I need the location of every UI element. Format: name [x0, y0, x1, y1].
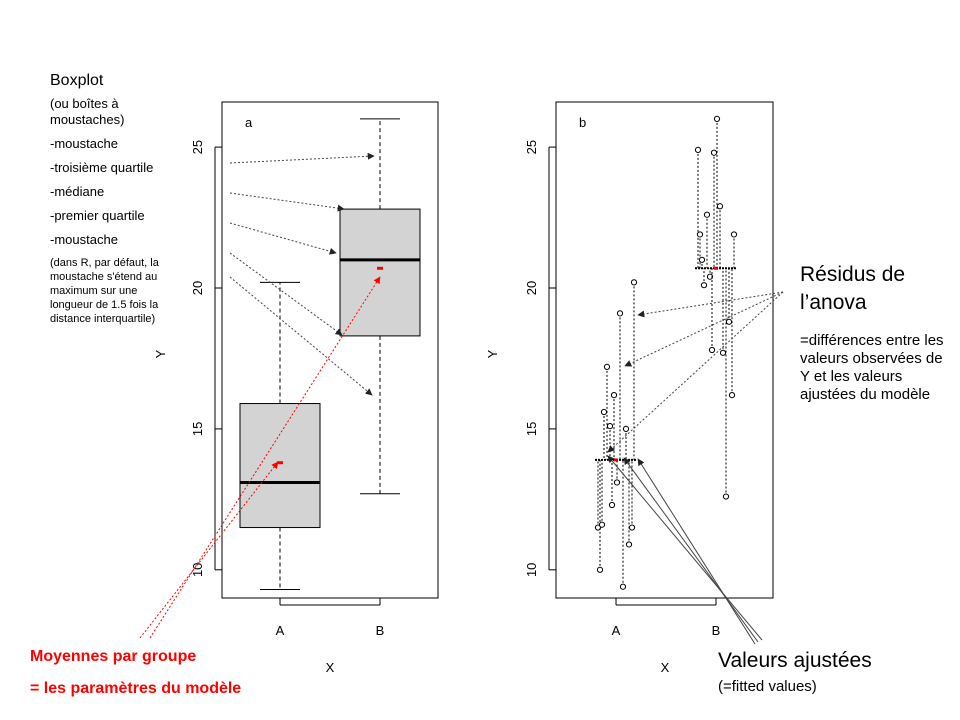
residuals-title-2: l’anova: [800, 291, 867, 314]
y-axis-label: Y: [153, 349, 168, 358]
y-axis-label: Y: [485, 349, 500, 358]
data-point: [708, 346, 716, 354]
data-point: [706, 273, 714, 280]
data-point: [700, 282, 708, 289]
annotation-arrow: [229, 152, 375, 164]
data-point: [600, 408, 608, 416]
data-point: [619, 583, 627, 590]
data-point: [610, 391, 618, 399]
data-point: [713, 115, 721, 123]
note-r-default: (dans R, par défaut, la moustache s'éten…: [50, 257, 159, 325]
residuals-title-1: Résidus de: [800, 263, 906, 286]
scatter-panel: b 10 15 20 25 Y A B X: [485, 101, 774, 675]
fitted-subtitle: (=fitted values): [718, 678, 817, 695]
boxplot-legend-notes: Boxplot (ou boîtes à moustaches) -mousta…: [50, 72, 180, 326]
data-point: [725, 318, 733, 325]
x-tick-label: B: [712, 623, 721, 638]
residual-annotation-arrow: [607, 291, 784, 453]
fitted-annotation-arrow: [607, 455, 763, 641]
means-label: Moyennes par groupe: [30, 648, 197, 665]
data-point: [716, 203, 724, 210]
y-tick-label: 10: [190, 563, 205, 577]
data-point: [719, 349, 727, 356]
residual-annotation-arrow: [637, 291, 784, 318]
data-point: [608, 501, 616, 509]
x-tick-label: A: [612, 623, 621, 638]
data-point: [710, 149, 718, 156]
y-tick-label: 25: [524, 140, 539, 154]
data-point: [625, 541, 633, 548]
y-tick-label: 10: [524, 563, 539, 577]
note-moustache-bas: -moustache: [50, 232, 118, 247]
note-troisieme-quartile: -troisième quartile: [50, 160, 154, 175]
data-point: [628, 524, 636, 531]
data-point: [722, 493, 730, 500]
boxplot-panel: a 10 15 20 25 Y A B X: [153, 101, 439, 675]
data-point: [698, 256, 706, 263]
data-point: [728, 391, 736, 399]
x-axis-label: X: [661, 660, 670, 675]
data-point: [598, 521, 606, 528]
boxplot-title: Boxplot: [50, 72, 104, 89]
x-axis-label: X: [326, 660, 335, 675]
plot-frame: [221, 101, 439, 599]
y-tick-label: 20: [190, 281, 205, 295]
mean-annotation-arrow: [149, 276, 381, 639]
note-boites: (ou boîtes à moustaches): [50, 96, 125, 127]
annotation-arrow: [229, 222, 337, 255]
box-A: [239, 403, 321, 529]
data-point: [696, 231, 704, 238]
annotation-arrow: [229, 276, 373, 396]
data-point: [606, 422, 614, 430]
params-label: = les paramètres du modèle: [30, 680, 242, 697]
fitted-title: Valeurs ajustées: [718, 649, 872, 672]
panel-label: a: [245, 115, 253, 130]
note-mediane: -médiane: [50, 184, 105, 199]
x-tick-label: A: [276, 623, 285, 638]
annotation-arrow: [229, 252, 343, 336]
residual-annotation-arrow: [624, 291, 784, 367]
fitted-annotation-arrow: [623, 457, 759, 643]
y-tick-label: 15: [524, 422, 539, 436]
plot-frame: [555, 101, 774, 599]
y-tick-label: 25: [190, 140, 205, 154]
y-tick-label: 15: [190, 422, 205, 436]
data-point: [694, 146, 702, 154]
box-B: [339, 208, 421, 337]
data-point: [630, 279, 638, 286]
fitted-annotation-arrow: [637, 458, 756, 645]
data-point: [603, 363, 611, 371]
data-point: [613, 479, 621, 486]
annotation-arrow: [229, 192, 345, 212]
residuals-description: =différences entre les valeurs observées…: [800, 332, 944, 403]
data-point: [622, 425, 630, 433]
x-tick-label: B: [376, 623, 385, 638]
data-point: [730, 231, 738, 238]
data-point: [616, 310, 624, 317]
y-tick-label: 20: [524, 281, 539, 295]
data-point: [703, 211, 711, 218]
note-moustache-haut: -moustache: [50, 136, 118, 151]
panel-label: b: [579, 115, 586, 130]
annotation-arrows: [139, 152, 784, 645]
mean-annotation-arrow: [139, 461, 279, 639]
note-premier-quartile: -premier quartile: [50, 208, 145, 223]
data-point: [596, 566, 604, 573]
